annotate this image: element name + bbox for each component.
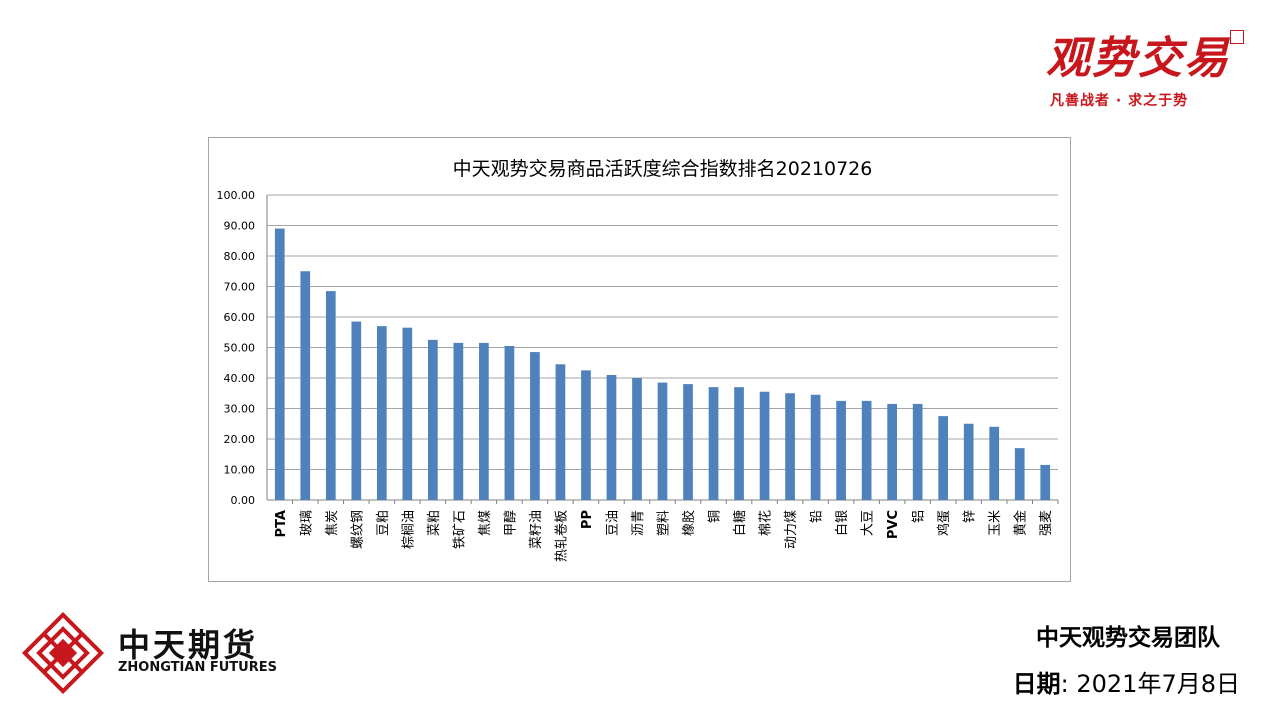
bar <box>989 426 1000 500</box>
x-tick-label: 菜籽油 <box>529 510 544 549</box>
x-tick-label: PP <box>580 510 595 529</box>
x-tick-label: 菜粕 <box>427 510 442 536</box>
company-name: 中天期货 <box>118 626 259 664</box>
date-separator: : <box>1060 670 1069 698</box>
bar <box>657 382 668 500</box>
x-tick-label: 焦炭 <box>325 510 340 536</box>
bar <box>836 400 846 500</box>
x-tick-label: 白糖 <box>732 510 748 536</box>
y-tick-label: 80.00 <box>224 250 256 263</box>
x-tick-label: 热轧卷板 <box>553 510 569 562</box>
bar <box>938 416 949 500</box>
y-tick-label: 50.00 <box>224 342 256 355</box>
bar <box>325 291 336 500</box>
x-tick-label: 锌 <box>963 510 978 523</box>
brand-title: 观势交易 <box>1046 33 1230 84</box>
bar <box>274 228 285 501</box>
brand-slogan: 凡善战者 · 求之于势 <box>1050 93 1189 109</box>
x-tick-label: 豆粕 <box>376 510 391 536</box>
bar <box>376 326 387 500</box>
x-tick-label: 棉花 <box>758 510 774 536</box>
x-tick-label: 白银 <box>834 510 850 536</box>
bar <box>555 364 566 500</box>
x-tick-label: 玻璃 <box>299 510 314 536</box>
x-tick-label: 铁矿石 <box>452 510 467 549</box>
x-tick-label: 铝 <box>912 510 927 523</box>
x-tick-label: PVC <box>886 510 901 539</box>
x-tick-label: 塑料 <box>657 510 672 536</box>
x-tick-label: 铜 <box>708 510 723 523</box>
x-tick-label: 铅 <box>810 510 825 523</box>
bar <box>606 374 617 500</box>
bar <box>912 403 923 500</box>
bar <box>504 345 515 500</box>
x-tick-label: 大豆 <box>861 510 876 536</box>
bar <box>734 387 744 500</box>
bar <box>683 384 693 500</box>
x-tick-label: 豆油 <box>605 510 620 536</box>
bar <box>785 393 795 500</box>
x-tick-label: PTA <box>274 510 289 537</box>
x-tick-label: 沥青 <box>631 510 646 536</box>
bar <box>530 352 540 500</box>
x-tick-label: 鸡蛋 <box>936 510 952 536</box>
bar <box>963 423 974 500</box>
chart-frame: 中天观势交易商品活跃度综合指数排名20210726 0.00 10.00 20.00 3… <box>208 137 1071 582</box>
y-tick-label: 40.00 <box>224 372 256 385</box>
bar <box>453 342 464 500</box>
y-tick-label: 60.00 <box>224 311 256 324</box>
bar <box>402 327 413 500</box>
x-tick-label: 橡胶 <box>681 510 697 536</box>
bar <box>632 378 642 500</box>
y-tick-label: 10.00 <box>224 464 256 477</box>
bar <box>428 339 438 500</box>
date-label: 日期 <box>1012 670 1061 698</box>
bar <box>581 370 591 500</box>
brand-logo: 观势交易 凡善战者 · 求之于势 <box>1040 22 1250 114</box>
y-tick-label: 90.00 <box>224 220 256 233</box>
zhongtian-knot-logo-icon <box>22 612 104 694</box>
bar <box>479 342 489 500</box>
y-tick-label: 30.00 <box>224 403 256 416</box>
x-tick-label: 棕榈油 <box>401 510 416 549</box>
y-tick-label: 20.00 <box>224 433 256 446</box>
x-tick-label: 甲醇 <box>502 510 518 536</box>
company-name-en: ZHONGTIAN FUTURES <box>118 660 277 675</box>
brand-seal-icon <box>1230 30 1244 44</box>
x-tick-label: 玉米 <box>988 510 1003 536</box>
y-tick-label: 70.00 <box>224 281 256 294</box>
y-tick-label: 100.00 <box>217 189 256 202</box>
x-tick-label: 动力煤 <box>784 510 799 549</box>
bar <box>1014 448 1025 500</box>
bar <box>1040 464 1051 500</box>
y-tick-label: 0.00 <box>231 494 256 507</box>
bar <box>887 403 897 500</box>
x-tick-label: 螺纹钢 <box>350 510 365 549</box>
bar <box>708 387 719 500</box>
date-value: 2021年7月8日 <box>1076 670 1240 698</box>
bar <box>810 394 821 500</box>
x-tick-label: 强麦 <box>1039 510 1054 536</box>
bar <box>351 321 362 500</box>
bar <box>861 400 872 500</box>
bar <box>759 391 770 500</box>
bar <box>300 271 311 500</box>
x-tick-label: 黄金 <box>1013 510 1029 536</box>
chart-title: 中天观势交易商品活跃度综合指数排名20210726 <box>453 158 873 180</box>
date-row: 日期: 2021年7月8日 <box>1013 664 1240 699</box>
bar-chart: 中天观势交易商品活跃度综合指数排名20210726 0.00 10.00 20.00 3… <box>217 158 1059 562</box>
x-tick-label: 焦煤 <box>478 510 493 536</box>
team-name: 中天观势交易团队 <box>1036 625 1220 651</box>
